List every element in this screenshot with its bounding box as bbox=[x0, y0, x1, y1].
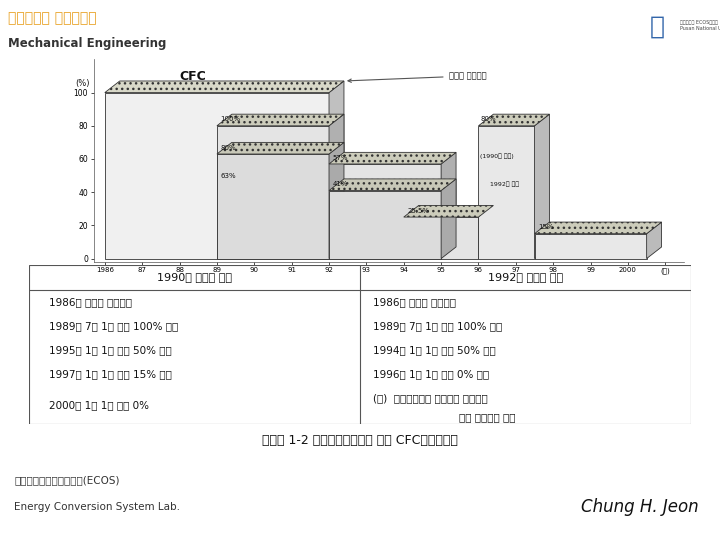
Text: 15%: 15% bbox=[539, 224, 554, 231]
Text: (%): (%) bbox=[75, 79, 89, 87]
Text: 1994년 1월 1일 이후 50% 이하: 1994년 1월 1일 이후 50% 이하 bbox=[373, 345, 496, 355]
Text: 25.5%: 25.5% bbox=[408, 208, 430, 214]
Text: 일본의 삭감추이: 일본의 삭감추이 bbox=[348, 71, 486, 82]
Text: 63%: 63% bbox=[220, 173, 236, 179]
Polygon shape bbox=[404, 217, 479, 259]
Text: 80%: 80% bbox=[220, 145, 236, 151]
Text: 1986년 실적을 기준으로: 1986년 실적을 기준으로 bbox=[49, 297, 132, 307]
Polygon shape bbox=[329, 143, 344, 259]
Text: (1990년 기준): (1990년 기준) bbox=[480, 153, 514, 159]
Polygon shape bbox=[217, 154, 329, 259]
Text: 1989년 7월 1일 이후 100% 이하: 1989년 7월 1일 이후 100% 이하 bbox=[49, 321, 178, 331]
Polygon shape bbox=[217, 126, 329, 259]
Text: 위한 생산량은 제외: 위한 생산량은 제외 bbox=[459, 413, 516, 422]
Polygon shape bbox=[441, 152, 456, 259]
Text: 1989년 7월 1일 이후 100% 이하: 1989년 7월 1일 이후 100% 이하 bbox=[373, 321, 503, 331]
Text: 2000년 1월 1일 이후 0%: 2000년 1월 1일 이후 0% bbox=[49, 400, 148, 410]
Text: 〈그림 1-2 몬트리올의정서에 의한 CFC규제일정〉: 〈그림 1-2 몬트리올의정서에 의한 CFC규제일정〉 bbox=[262, 434, 458, 447]
Polygon shape bbox=[479, 126, 534, 259]
Text: 에너지변환시스템연구실(ECOS): 에너지변환시스템연구실(ECOS) bbox=[14, 475, 120, 485]
Text: 부산대학교 기계공학부: 부산대학교 기계공학부 bbox=[8, 11, 96, 25]
Polygon shape bbox=[329, 152, 456, 164]
Polygon shape bbox=[217, 143, 344, 154]
Text: 80%: 80% bbox=[480, 117, 496, 123]
Text: 1990년 개정된 규제: 1990년 개정된 규제 bbox=[157, 272, 232, 282]
Text: 1992년 개정된 규제: 1992년 개정된 규제 bbox=[488, 272, 563, 282]
Polygon shape bbox=[404, 205, 493, 217]
Polygon shape bbox=[479, 205, 493, 259]
Text: 1986년 실적을 기준으로: 1986년 실적을 기준으로 bbox=[373, 297, 456, 307]
Polygon shape bbox=[534, 114, 549, 259]
Text: 부산대학교 ECOS연구실
Pusan National University: 부산대학교 ECOS연구실 Pusan National University bbox=[680, 20, 720, 31]
Text: 1997년 1월 1일 이후 15% 이하: 1997년 1월 1일 이후 15% 이하 bbox=[49, 369, 171, 379]
Polygon shape bbox=[329, 114, 344, 259]
Polygon shape bbox=[105, 81, 344, 92]
Text: Mechanical Engineering: Mechanical Engineering bbox=[8, 37, 166, 50]
Text: Energy Conversion System Lab.: Energy Conversion System Lab. bbox=[14, 502, 181, 511]
Polygon shape bbox=[329, 179, 456, 191]
Polygon shape bbox=[105, 92, 329, 259]
Text: 1995년 1월 1일 이후 50% 이하: 1995년 1월 1일 이후 50% 이하 bbox=[49, 345, 171, 355]
Text: (주)  필요불가결한 분아에서 사용하기: (주) 필요불가결한 분아에서 사용하기 bbox=[373, 394, 488, 403]
Text: 57%: 57% bbox=[333, 154, 348, 160]
Polygon shape bbox=[329, 81, 344, 259]
Polygon shape bbox=[329, 191, 441, 259]
Text: 🐦: 🐦 bbox=[649, 14, 665, 38]
Polygon shape bbox=[441, 179, 456, 259]
Polygon shape bbox=[479, 114, 549, 126]
Text: 1996년 1월 1일 이후 0% 이하: 1996년 1월 1일 이후 0% 이하 bbox=[373, 369, 490, 379]
Polygon shape bbox=[534, 222, 662, 234]
Text: 41%: 41% bbox=[333, 181, 348, 187]
Polygon shape bbox=[217, 114, 344, 126]
Polygon shape bbox=[329, 164, 441, 259]
Text: 1992년 기준: 1992년 기준 bbox=[490, 181, 519, 187]
Text: Chung H. Jeon: Chung H. Jeon bbox=[581, 497, 698, 516]
Text: CFC: CFC bbox=[179, 70, 207, 83]
Polygon shape bbox=[534, 234, 647, 259]
Polygon shape bbox=[647, 222, 662, 259]
Text: 100%: 100% bbox=[220, 117, 240, 123]
